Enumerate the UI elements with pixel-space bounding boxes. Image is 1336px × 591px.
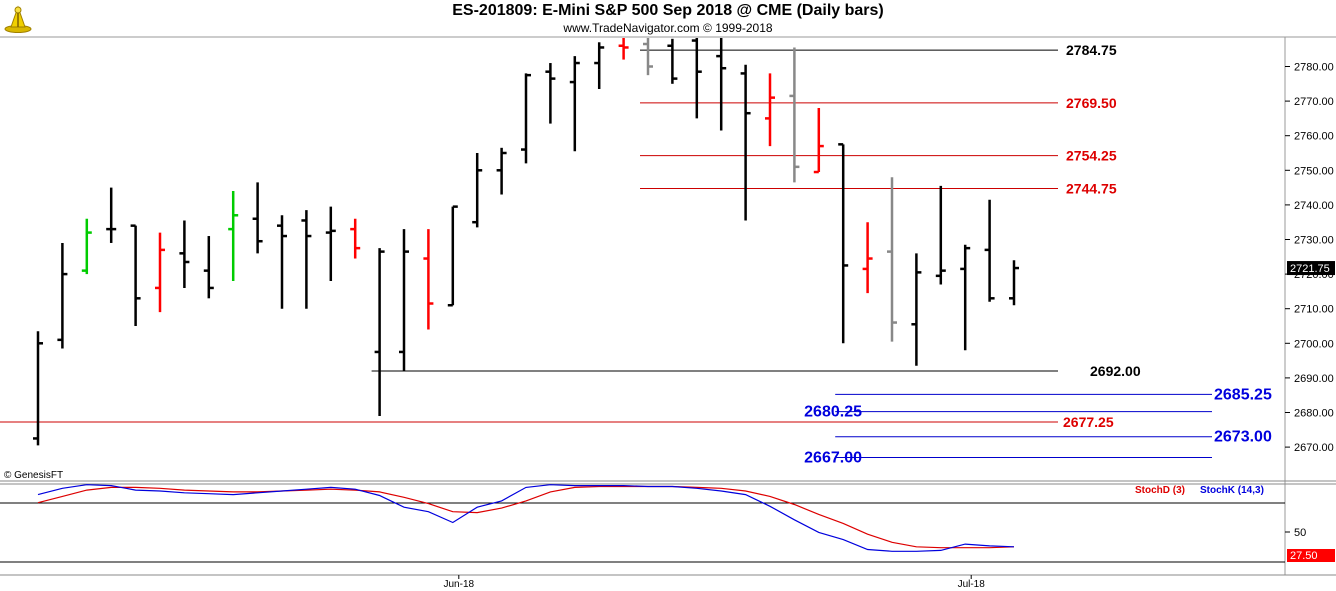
y-tick-label: 2760.00 — [1294, 131, 1334, 143]
level-label: 2692.00 — [1090, 363, 1141, 379]
level-label: 2784.75 — [1066, 42, 1117, 58]
x-tick-label: Jul-18 — [958, 579, 986, 590]
stoch-last-box — [1287, 549, 1335, 562]
level-label: 2680.25 — [804, 404, 862, 421]
y-tick-label: 2700.00 — [1294, 338, 1334, 350]
level-label: 2677.25 — [1063, 414, 1114, 430]
level-label: 2673.00 — [1214, 429, 1272, 446]
stoch-tick-label: 50 — [1294, 527, 1306, 539]
y-tick-label: 2750.00 — [1294, 165, 1334, 177]
legend-entry: StochK (14,3) — [1200, 485, 1264, 496]
stoch-series-line — [37, 485, 1015, 549]
date-axis: Jun-18 Jul-18 — [444, 575, 986, 590]
chart-subtitle: www.TradeNavigator.com © 1999-2018 — [563, 21, 773, 35]
level-label: 2769.50 — [1066, 95, 1117, 111]
legend-entry: StochD (3) — [1135, 485, 1185, 496]
level-label: 2754.25 — [1066, 148, 1117, 164]
y-tick-label: 2770.00 — [1294, 96, 1334, 108]
chart-title: ES-201809: E-Mini S&P 500 Sep 2018 @ CME… — [452, 2, 884, 19]
price-axis: 2670.002680.002690.002700.002710.002720.… — [1285, 62, 1335, 454]
level-label: 2667.00 — [804, 449, 862, 466]
y-tick-label: 2780.00 — [1294, 62, 1334, 74]
y-tick-label: 2710.00 — [1294, 304, 1334, 316]
y-tick-label: 2690.00 — [1294, 373, 1334, 385]
stoch-series-line — [37, 484, 1015, 552]
stoch-last-label: 27.50 — [1290, 550, 1318, 562]
x-tick-label: Jun-18 — [444, 579, 475, 590]
last-price-label: 2721.75 — [1290, 263, 1330, 275]
level-label: 2685.25 — [1214, 386, 1272, 403]
level-label: 2744.75 — [1066, 180, 1117, 196]
ohlc-bars — [33, 38, 1019, 446]
price-panel-frame — [0, 36, 1336, 576]
y-tick-label: 2680.00 — [1294, 408, 1334, 420]
y-tick-label: 2670.00 — [1294, 442, 1334, 454]
copyright-label: © GenesisFT — [4, 470, 63, 481]
trade-navigator-logo-icon — [4, 5, 32, 33]
price-levels: 2784.75 2769.50 2754.25 2744.75 2692.00 2685.… — [0, 42, 1272, 466]
last-price-box — [1287, 261, 1335, 276]
stochastic-panel: 50 StochD (3) StochK (14,3) 27.50 — [0, 484, 1335, 563]
y-tick-label: 2740.00 — [1294, 200, 1334, 212]
y-tick-label: 2730.00 — [1294, 235, 1334, 247]
